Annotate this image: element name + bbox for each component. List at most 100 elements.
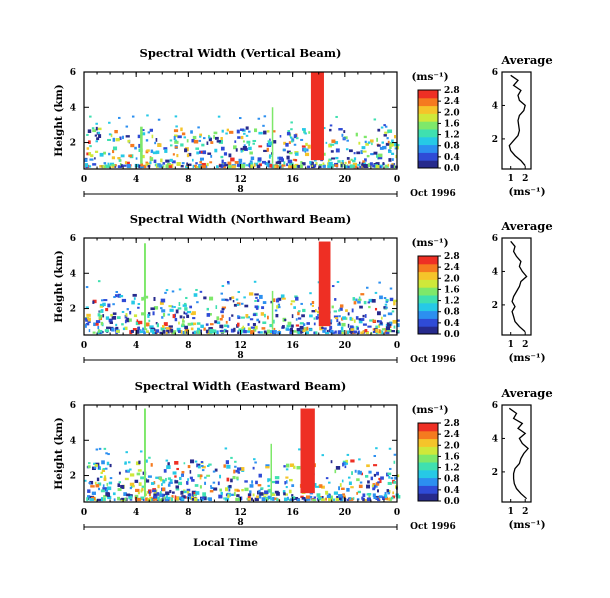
heatmap-cell [311, 304, 315, 307]
heatmap-cell [182, 320, 185, 323]
heatmap-cell [313, 496, 317, 499]
heatmap-cell [387, 129, 393, 133]
heatmap-cell [210, 141, 214, 144]
heatmap-cell [248, 163, 251, 168]
heatmap-cell [301, 145, 306, 148]
heatmap-cell [117, 488, 122, 492]
heatmap-cell [230, 328, 235, 333]
heatmap-cell [107, 138, 111, 142]
heatmap-cell [208, 136, 211, 139]
y-axis-label: Height (km) [53, 84, 65, 156]
heatmap-cell [174, 140, 179, 144]
heatmap-cell [396, 144, 400, 147]
heatmap-cell [390, 496, 394, 500]
heatmap-cell [216, 316, 220, 321]
heatmap-cell [131, 115, 135, 118]
heatmap-cell [209, 490, 214, 493]
heatmap-cell [290, 300, 296, 303]
heatmap-cell [180, 490, 184, 495]
heatmap-cell [119, 295, 124, 298]
heatmap-cell [331, 164, 334, 168]
heatmap-cell [147, 164, 151, 168]
heatmap-cell [263, 115, 267, 118]
x-tick-label: 0 [81, 341, 87, 351]
heatmap-cell [177, 135, 182, 139]
heatmap-cell [343, 136, 348, 140]
heatmap-cell [125, 313, 128, 317]
heatmap-cell [181, 470, 185, 474]
heatmap-cell [106, 486, 112, 491]
heatmap-cell [243, 327, 246, 332]
heatmap-cell [172, 471, 177, 475]
heatmap-cell [245, 314, 249, 318]
heatmap-cell [163, 147, 168, 150]
x-tick-label: 16 [286, 341, 299, 351]
heatmap-cell [350, 459, 355, 463]
heatmap-cell [111, 156, 116, 160]
heatmap-cell [199, 477, 202, 480]
heatmap-cell [107, 162, 110, 167]
heatmap-cell [338, 321, 341, 325]
heatmap-cell [396, 319, 400, 322]
x-tick-label: 0 [81, 175, 87, 185]
heatmap-cell [186, 481, 189, 485]
heatmap-cell [247, 496, 251, 499]
heatmap-cell [228, 317, 231, 321]
heatmap-cell [301, 162, 306, 166]
heatmap-cell [295, 324, 300, 327]
heatmap-cell [150, 498, 155, 501]
heatmap-cell [254, 325, 258, 330]
heatmap-cell [278, 156, 284, 161]
heatmap-cell [139, 165, 144, 169]
heatmap-cell [160, 298, 166, 303]
heatmap-cell [102, 484, 105, 488]
heatmap-cell [318, 165, 321, 168]
heatmap-cell [257, 490, 260, 495]
heatmap-cell [202, 492, 207, 496]
profile-x-tick-label: 1 [508, 174, 514, 184]
heatmap-cell [240, 164, 246, 169]
heatmap-cell [249, 160, 253, 164]
heatmap-cell [372, 493, 376, 497]
heatmap-cell [358, 319, 363, 324]
heatmap-cell [156, 323, 160, 328]
heatmap-cell [303, 130, 306, 134]
heatmap-cell [235, 497, 240, 502]
heatmap-cell [385, 300, 389, 303]
heatmap-cell [192, 317, 196, 320]
heatmap-cell [206, 162, 209, 167]
heatmap-cell [286, 480, 288, 484]
profile-x-label: (ms⁻¹) [508, 352, 545, 364]
heatmap-cell [372, 328, 375, 331]
heatmap-cell [103, 447, 107, 450]
profile-x-tick-label: 2 [522, 174, 528, 184]
heatmap-cell [103, 497, 106, 501]
heatmap-cell [366, 484, 371, 489]
heatmap-cell [190, 322, 195, 326]
heatmap-cell [145, 497, 148, 501]
heatmap-cell [396, 323, 400, 328]
heatmap-cell [86, 317, 91, 322]
heatmap-cell [357, 163, 361, 166]
heatmap-cell [84, 479, 87, 482]
heatmap-cell [221, 129, 224, 133]
heatmap-cell [104, 467, 108, 470]
echo-feature [300, 408, 315, 494]
heatmap-cell [250, 497, 253, 501]
colorbar-tick-label: 0.4 [444, 486, 460, 496]
heatmap-cell [152, 311, 155, 316]
heatmap-cell [187, 478, 189, 481]
heatmap-cell [267, 478, 269, 483]
colorbar-tick-label: 2.8 [444, 86, 460, 96]
heatmap-cell [228, 487, 231, 492]
heatmap-cell [103, 299, 108, 302]
heatmap-cell [246, 140, 251, 144]
heatmap-cell [330, 150, 334, 153]
heatmap-cell [95, 122, 98, 125]
colorbar-tick-label: 0.0 [444, 330, 460, 340]
heatmap-cell [87, 462, 91, 465]
heatmap-cell [291, 496, 296, 499]
heatmap-cell [140, 163, 144, 167]
heatmap-cell [86, 313, 91, 317]
heatmap-cell [169, 139, 173, 142]
